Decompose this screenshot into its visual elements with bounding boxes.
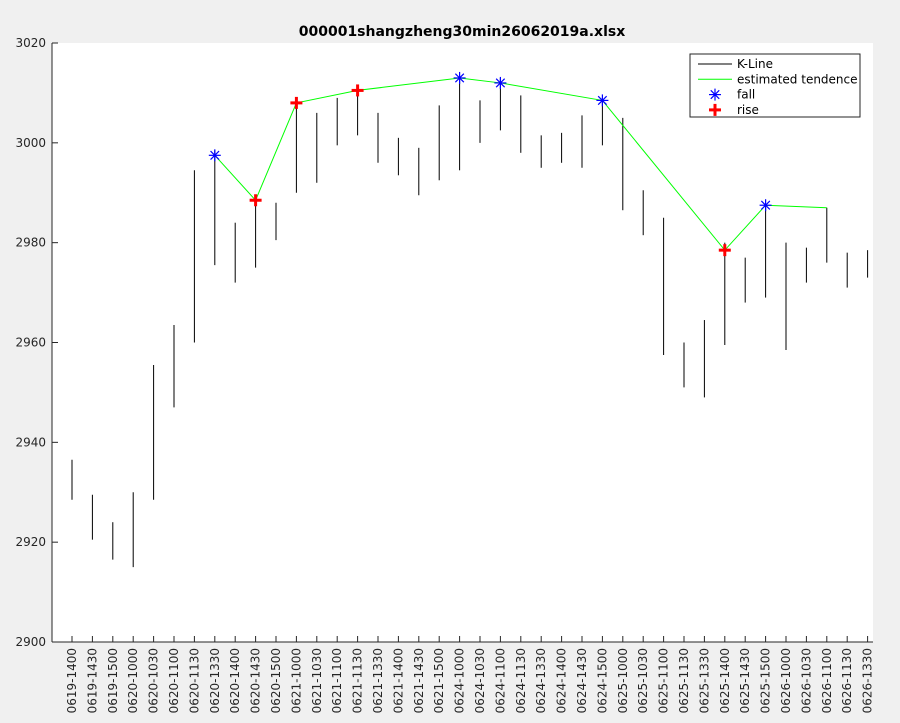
x-tick-label: 0621-1330 xyxy=(371,648,385,713)
x-tick-label: 0625-1400 xyxy=(718,648,732,713)
x-tick-label: 0625-1430 xyxy=(738,648,752,713)
y-tick-label: 3020 xyxy=(15,36,46,50)
y-tick-label: 2980 xyxy=(15,236,46,250)
fall-point xyxy=(596,94,609,107)
x-tick-label: 0620-1030 xyxy=(147,648,161,713)
x-tick-label: 0626-1000 xyxy=(779,648,793,713)
plot-area xyxy=(52,43,873,642)
chart-axes: 2900 2920 2940 2960 2980 3000 3020 0619-1400 061… xyxy=(15,36,874,713)
x-tick-label: 0625-1330 xyxy=(697,648,711,713)
x-tick-label: 0625-1030 xyxy=(636,648,650,713)
rise-point xyxy=(351,84,364,97)
x-tick-label: 0621-1500 xyxy=(432,648,446,713)
x-tick-label: 0624-1030 xyxy=(473,648,487,713)
x-tick-label: 0624-1330 xyxy=(534,648,548,713)
x-tick-label: 0621-1400 xyxy=(391,648,405,713)
y-tick-label: 2940 xyxy=(15,435,46,449)
legend-label: estimated tendence xyxy=(737,72,858,86)
x-tick-label: 0621-1100 xyxy=(330,648,344,713)
x-tick-label: 0620-1100 xyxy=(167,648,181,713)
rise-point xyxy=(249,194,262,207)
x-tick-label: 0624-1000 xyxy=(453,648,467,713)
tendence-line xyxy=(214,77,827,251)
x-tick-label: 0624-1100 xyxy=(493,648,507,713)
fall-point xyxy=(759,199,772,212)
chart-title: 000001shangzheng30min26062019a.xlsx xyxy=(299,24,626,40)
rise-point xyxy=(290,96,303,109)
x-tick-label: 0626-1130 xyxy=(840,648,854,713)
legend-swatch xyxy=(709,88,721,101)
legend-label: rise xyxy=(737,103,759,117)
rise-point xyxy=(718,244,731,257)
x-tick-label: 0621-1130 xyxy=(351,648,365,713)
y-tick-label: 2960 xyxy=(15,336,46,350)
x-tick-label: 0624-1500 xyxy=(595,648,609,713)
x-tick-label: 0621-1030 xyxy=(310,648,324,713)
x-tick-label: 0619-1400 xyxy=(65,648,79,713)
legend-label: K-Line xyxy=(737,57,773,71)
x-tick-label: 0621-1000 xyxy=(289,648,303,713)
x-tick-label: 0619-1430 xyxy=(85,648,99,713)
x-tick-label: 0625-1000 xyxy=(616,648,630,713)
x-tick-label: 0620-1000 xyxy=(126,648,140,713)
fall-point xyxy=(494,76,507,89)
x-tick-label: 0621-1430 xyxy=(412,648,426,713)
chart-marks xyxy=(71,71,869,568)
y-tick-label: 2920 xyxy=(15,535,46,549)
x-tick-label: 0619-1500 xyxy=(106,648,120,713)
y-tick-label: 3000 xyxy=(15,136,46,150)
x-tick-label: 0626-1030 xyxy=(799,648,813,713)
legend-label: fall xyxy=(737,88,755,102)
y-tick-label: 2900 xyxy=(15,635,46,649)
legend-swatch xyxy=(709,103,721,116)
x-tick-label: 0626-1330 xyxy=(861,648,875,713)
x-tick-label: 0625-1100 xyxy=(657,648,671,713)
x-tick-label: 0624-1130 xyxy=(514,648,528,713)
x-tick-label: 0624-1400 xyxy=(555,648,569,713)
fall-point xyxy=(208,149,221,162)
x-tick-label: 0620-1130 xyxy=(187,648,201,713)
x-tick-label: 0625-1500 xyxy=(759,648,773,713)
x-tick-label: 0625-1130 xyxy=(677,648,691,713)
x-tick-label: 0620-1500 xyxy=(269,648,283,713)
fall-point xyxy=(453,71,466,84)
x-tick-label: 0624-1430 xyxy=(575,648,589,713)
x-tick-label: 0626-1100 xyxy=(820,648,834,713)
x-tick-label: 0620-1400 xyxy=(228,648,242,713)
x-tick-label: 0620-1330 xyxy=(208,648,222,713)
x-tick-label: 0620-1430 xyxy=(249,648,263,713)
